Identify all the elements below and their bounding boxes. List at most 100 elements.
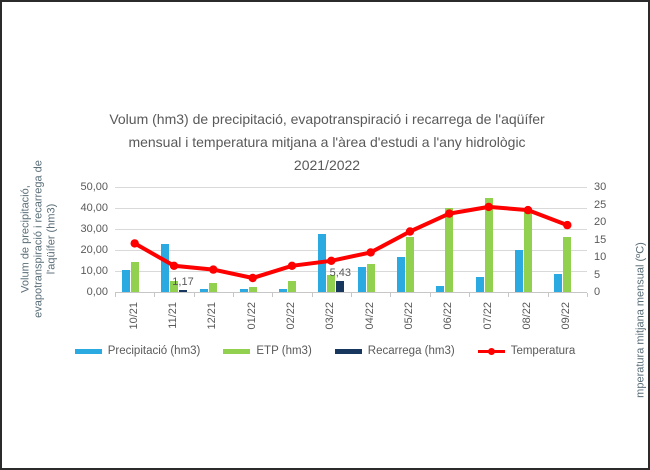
y-axis-tick-label-right: 15 (594, 233, 607, 246)
temperature-marker (405, 227, 415, 236)
temperature-marker (287, 261, 297, 270)
temperature-line (130, 202, 572, 283)
bar-etp-hm3- (445, 208, 454, 292)
chart-title-line-2: mensual i temperatura mitjana a l'àrea d… (128, 134, 526, 150)
temperature-marker (484, 202, 493, 212)
chart-title-line-3: 2021/2022 (293, 157, 361, 173)
bar-precipitaci-hm3- (515, 250, 523, 292)
bar-precipitaci-hm3- (554, 273, 563, 292)
bar-precipitaci-hm3- (436, 285, 445, 292)
y-axis-tick-label-right: 5 (594, 268, 601, 281)
legend-item-precipitaci-hm3-: Precipitació (hm3) (74, 345, 201, 357)
x-axis-tick-mark (587, 293, 588, 297)
x-axis-tick-mark (311, 293, 313, 297)
legend: Precipitació (hm3) ETP (hm3) Recarrega (hm… (2, 345, 648, 357)
x-axis-label: 05/22 (403, 302, 415, 330)
legend-item-recarrega-hm3-: Recarrega (hm3) (334, 345, 455, 357)
x-axis-tick-mark (547, 293, 549, 297)
gridline (115, 229, 587, 230)
legend-label: Temperatura (510, 345, 576, 357)
legend-swatch-icon (74, 348, 102, 354)
left-axis-title-line-2: evapotranspiració i recarrega de (32, 160, 45, 318)
x-axis-tick-mark (115, 293, 116, 297)
x-axis-tick-mark (272, 293, 274, 297)
x-axis-label: 10/21 (127, 302, 140, 330)
y-axis-tick-label-left: 30,00 (80, 223, 108, 235)
y-axis-tick-label-right: 20 (594, 216, 607, 228)
x-axis-label: 04/22 (363, 302, 376, 330)
x-axis-tick-mark (154, 293, 156, 297)
legend-item-temperatura: Temperatura (477, 345, 576, 357)
gridline (115, 187, 587, 188)
x-axis-tick-mark (390, 293, 392, 297)
bar-data-label: 1,17 (172, 275, 194, 288)
chart-title-line-1: Volum (hm3) de precipitació, evapotransp… (109, 111, 545, 127)
temperature-marker (130, 239, 139, 248)
bar-etp-hm3- (366, 264, 375, 292)
x-axis-tick-mark (429, 293, 431, 297)
y-axis-tick-label-right: 10 (594, 251, 607, 263)
temperature-marker (523, 205, 533, 215)
legend-swatch-icon (334, 348, 362, 354)
x-axis-label: 11/21 (167, 302, 179, 329)
bar-data-label: 5,43 (329, 266, 352, 279)
x-axis-label: 03/22 (324, 302, 337, 330)
y-axis-tick-label-right: 30 (594, 181, 607, 193)
bar-etp-hm3- (406, 236, 414, 292)
x-axis-line (115, 292, 587, 293)
x-axis-label: 12/21 (206, 302, 219, 330)
gridline (115, 208, 587, 209)
bar-etp-hm3- (130, 261, 139, 292)
bar-precipitaci-hm3- (357, 266, 366, 292)
legend-label: Recarrega (hm3) (367, 345, 455, 357)
bar-etp-hm3- (327, 275, 336, 292)
temperature-marker (169, 261, 179, 270)
bar-etp-hm3- (288, 281, 296, 292)
y-axis-tick-label-right: 0 (594, 286, 601, 298)
x-axis-label: 07/22 (481, 302, 494, 330)
bar-precipitaci-hm3- (239, 288, 248, 292)
bar-precipitaci-hm3- (200, 289, 209, 292)
bar-etp-hm3- (524, 209, 532, 292)
bar-etp-hm3- (248, 286, 257, 292)
legend-label: Precipitació (hm3) (107, 345, 201, 357)
bar-etp-hm3- (563, 236, 572, 292)
left-axis-title-line-3: l'aqüífer (hm3) (45, 203, 58, 275)
y-axis-tick-label-left: 40,00 (80, 202, 108, 214)
bar-recarrega-hm3- (336, 280, 345, 292)
legend-item-etp-hm3-: ETP (hm3) (223, 345, 312, 357)
y-axis-tick-label-right: 25 (594, 198, 607, 211)
x-axis-label: 09/22 (560, 302, 573, 330)
left-axis-title: Volum de precipitació, evapotranspiració… (20, 139, 59, 339)
bar-precipitaci-hm3- (397, 256, 405, 292)
bar-precipitaci-hm3- (475, 276, 484, 292)
bar-precipitaci-hm3- (121, 270, 130, 292)
bar-precipitaci-hm3- (161, 244, 169, 292)
legend-label: ETP (hm3) (256, 345, 312, 357)
right-axis-title: mperatura mitjana mensual (ºC) (634, 242, 647, 398)
bar-etp-hm3- (484, 197, 493, 292)
x-axis-tick-mark (193, 293, 195, 297)
bar-precipitaci-hm3- (279, 289, 287, 292)
temperature-marker (209, 265, 218, 274)
x-axis-tick-mark (233, 293, 234, 297)
x-axis-tick-mark (351, 293, 352, 297)
legend-swatch-icon (223, 348, 251, 354)
x-axis-tick-mark (508, 293, 510, 297)
temperature-marker (248, 273, 257, 283)
temperature-marker (445, 209, 454, 218)
x-axis-label: 02/22 (285, 302, 297, 330)
y-axis-tick-label-left: 20,00 (80, 244, 108, 256)
bar-etp-hm3- (170, 281, 178, 292)
x-axis-label: 01/22 (245, 302, 258, 330)
temperature-marker (563, 220, 572, 230)
bar-etp-hm3- (209, 283, 218, 292)
gridline (115, 250, 587, 251)
gridline (115, 271, 587, 272)
chart-title: Volum (hm3) de precipitació, evapotransp… (42, 108, 612, 177)
temperature-marker (327, 256, 336, 265)
legend-line-dot (487, 347, 495, 355)
x-axis-label: 08/22 (521, 302, 533, 330)
y-axis-tick-label-left: 10,00 (80, 265, 108, 277)
